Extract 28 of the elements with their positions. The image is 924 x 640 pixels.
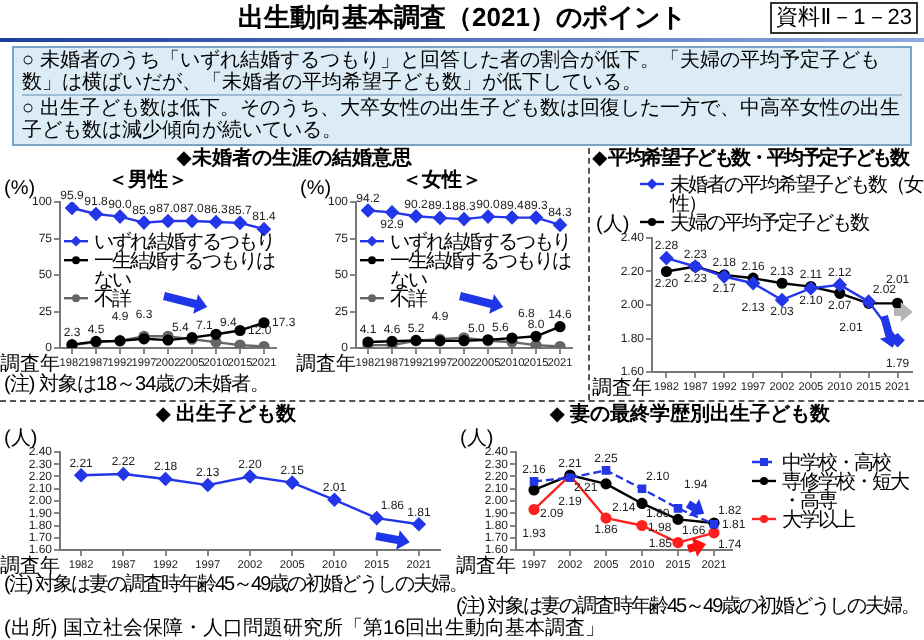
chart-title: ◆ 妻の最終学歴別出生子ども数 (547, 404, 833, 426)
chart-title: ◆ 平均希望子ども数・平均予定子ども数 (592, 148, 911, 170)
y-axis-title: (%) (4, 178, 36, 200)
text: (注) 対象は妻の調査時年齢45～49歳の初婚どうしの夫婦。 (4, 574, 468, 596)
y-axis-title: (人) (460, 428, 494, 450)
legend-label: 大学以上 (782, 508, 856, 532)
x-axis-title: 調査年 (456, 554, 516, 578)
chart-subtitle: ＜女性＞ (402, 170, 482, 192)
x-axis-title: 調査年 (296, 352, 356, 376)
text: (注) 対象は妻の調査時年齢45～49歳の初婚どうしの夫婦。 (456, 596, 920, 618)
y-axis-title: (人) (596, 214, 630, 236)
legend-label: 夫婦の平均予定子ども数 (670, 211, 870, 235)
chart-title: ◆ 出生子ども数 (153, 404, 299, 426)
text: (注) 対象は18～34歳の未婚者。 (4, 374, 270, 396)
chart-subtitle: ＜男性＞ (108, 170, 188, 192)
legend-label: 専修学校・短大・高専 (782, 470, 910, 513)
legend-label: 不詳 (94, 287, 132, 312)
x-axis-title: 調査年 (592, 376, 652, 400)
text: 資料Ⅱ－1－23 (770, 2, 918, 34)
y-axis-title: (%) (300, 178, 332, 200)
text: (出所) 国立社会保障・人口問題研究所「第16回出生動向基本調査」 (4, 618, 606, 640)
y-axis-title: (人) (4, 428, 38, 450)
text: ○ 出生子ども数は低下。そのうち、大卒女性の出生子ども数は回復した一方で、中高卒女性の出生子ども数は減少傾向が続いている。 (22, 94, 902, 142)
text: 出生動向基本調査（2021）のポイント (238, 2, 686, 32)
text: ○ 未婚者のうち「いずれ結婚するつもり」と回答した者の割合が低下。「夫婦の平均予定子ども数」は横ばいだが、「未婚者の平均希望子ども数」が低下している。 (22, 50, 882, 94)
legend-label: 不詳 (390, 287, 428, 312)
x-axis-title: 調査年 (0, 352, 60, 376)
chart-title: ◆未婚者の生涯の結婚意思 (174, 148, 414, 170)
